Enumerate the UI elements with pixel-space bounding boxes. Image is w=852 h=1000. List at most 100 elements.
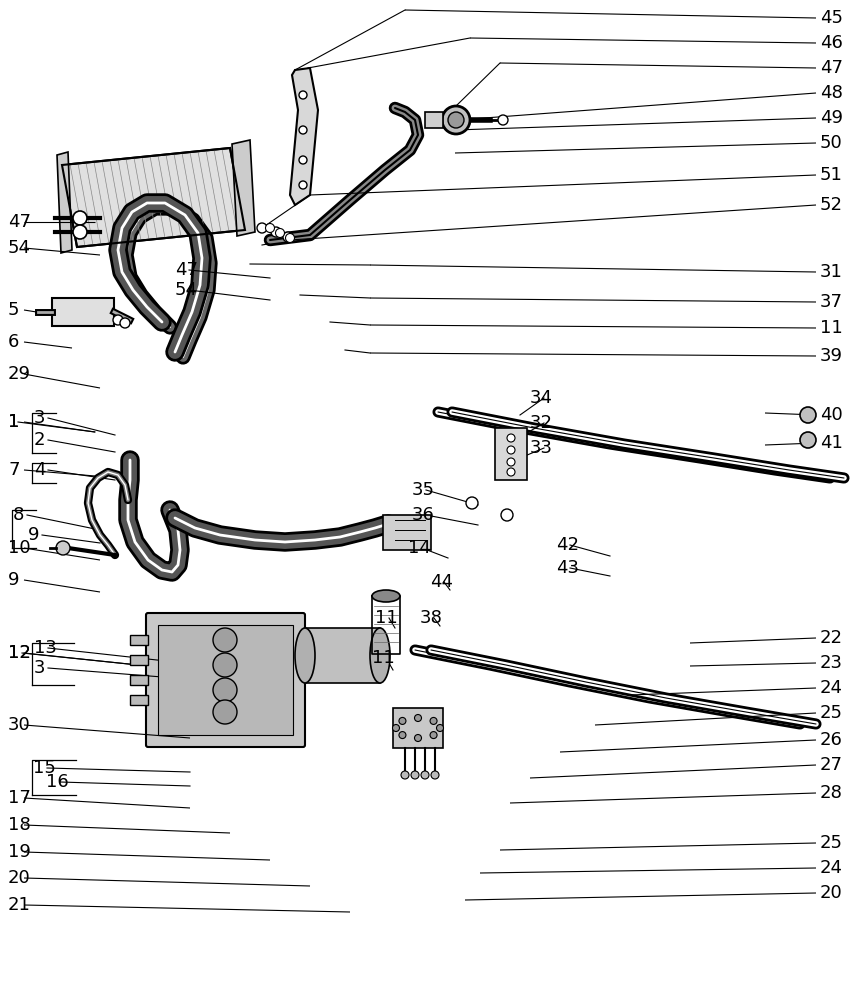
Circle shape [430,717,437,724]
Text: 30: 30 [8,716,31,734]
Text: 29: 29 [8,365,31,383]
Ellipse shape [372,590,400,602]
Circle shape [431,771,439,779]
Circle shape [393,724,400,732]
Circle shape [299,156,307,164]
Text: 12: 12 [8,644,31,662]
Circle shape [401,771,409,779]
Text: 36: 36 [412,506,435,524]
Ellipse shape [370,628,390,683]
Circle shape [448,112,464,128]
Text: 31: 31 [820,263,843,281]
Ellipse shape [295,628,315,683]
Text: 54: 54 [8,239,31,257]
Bar [305,628,380,683]
Text: 33: 33 [530,439,553,457]
Circle shape [213,700,237,724]
Text: 6: 6 [8,333,20,351]
Circle shape [299,126,307,134]
Text: 47: 47 [8,213,31,231]
Text: 14: 14 [408,539,431,557]
Text: 16: 16 [46,773,69,791]
Text: 9: 9 [8,571,20,589]
Text: 25: 25 [820,834,843,852]
Text: 42: 42 [556,536,579,554]
Circle shape [213,678,237,702]
Text: 47: 47 [175,261,198,279]
Bar [158,625,293,735]
Text: 8: 8 [13,506,25,524]
Text: 41: 41 [820,434,843,452]
Text: 12: 12 [8,644,31,662]
Bar [383,515,431,550]
Circle shape [421,771,429,779]
Text: 23: 23 [820,654,843,672]
Text: 46: 46 [820,34,843,52]
Circle shape [299,91,307,99]
Text: 15: 15 [33,759,56,777]
Text: 35: 35 [412,481,435,499]
Text: 11: 11 [820,319,843,337]
Text: 40: 40 [820,406,843,424]
Text: 27: 27 [820,756,843,774]
Text: 22: 22 [820,629,843,647]
Text: 18: 18 [8,816,31,834]
Text: 24: 24 [820,679,843,697]
Text: 25: 25 [820,704,843,722]
FancyBboxPatch shape [146,613,305,747]
Circle shape [442,106,470,134]
Circle shape [466,497,478,509]
Circle shape [275,229,285,237]
Bar [130,635,148,645]
Text: 48: 48 [820,84,843,102]
Circle shape [415,714,422,722]
Circle shape [120,318,130,328]
Text: 11: 11 [372,649,394,667]
Circle shape [411,771,419,779]
Text: 50: 50 [820,134,843,152]
Text: 34: 34 [530,389,553,407]
Text: 1: 1 [8,413,20,431]
Circle shape [430,732,437,739]
Circle shape [436,724,444,732]
Text: 10: 10 [8,539,31,557]
Circle shape [113,315,123,325]
Circle shape [73,225,87,239]
Text: 3: 3 [34,659,45,677]
Text: 47: 47 [820,59,843,77]
Bar [495,428,527,480]
Text: 54: 54 [175,281,198,299]
Circle shape [283,232,293,242]
Circle shape [73,211,87,225]
Circle shape [507,434,515,442]
Polygon shape [232,140,255,236]
Text: 1: 1 [8,413,20,431]
Circle shape [399,732,406,739]
Text: 7: 7 [8,461,20,479]
Text: 37: 37 [820,293,843,311]
Bar [130,695,148,705]
Text: 2: 2 [34,431,45,449]
Text: 20: 20 [820,884,843,902]
Text: 13: 13 [34,639,57,657]
Text: 39: 39 [820,347,843,365]
Polygon shape [62,148,245,247]
Circle shape [299,181,307,189]
Text: 49: 49 [820,109,843,127]
Text: 21: 21 [8,896,31,914]
Text: 11: 11 [375,609,398,627]
Text: 45: 45 [820,9,843,27]
Bar [393,708,443,748]
Circle shape [498,115,508,125]
Text: 51: 51 [820,166,843,184]
Circle shape [507,458,515,466]
Text: 52: 52 [820,196,843,214]
Circle shape [800,407,816,423]
Circle shape [501,509,513,521]
Text: 17: 17 [8,789,31,807]
Circle shape [271,227,281,237]
Circle shape [507,446,515,454]
Circle shape [507,468,515,476]
Circle shape [266,224,274,232]
Circle shape [415,734,422,742]
